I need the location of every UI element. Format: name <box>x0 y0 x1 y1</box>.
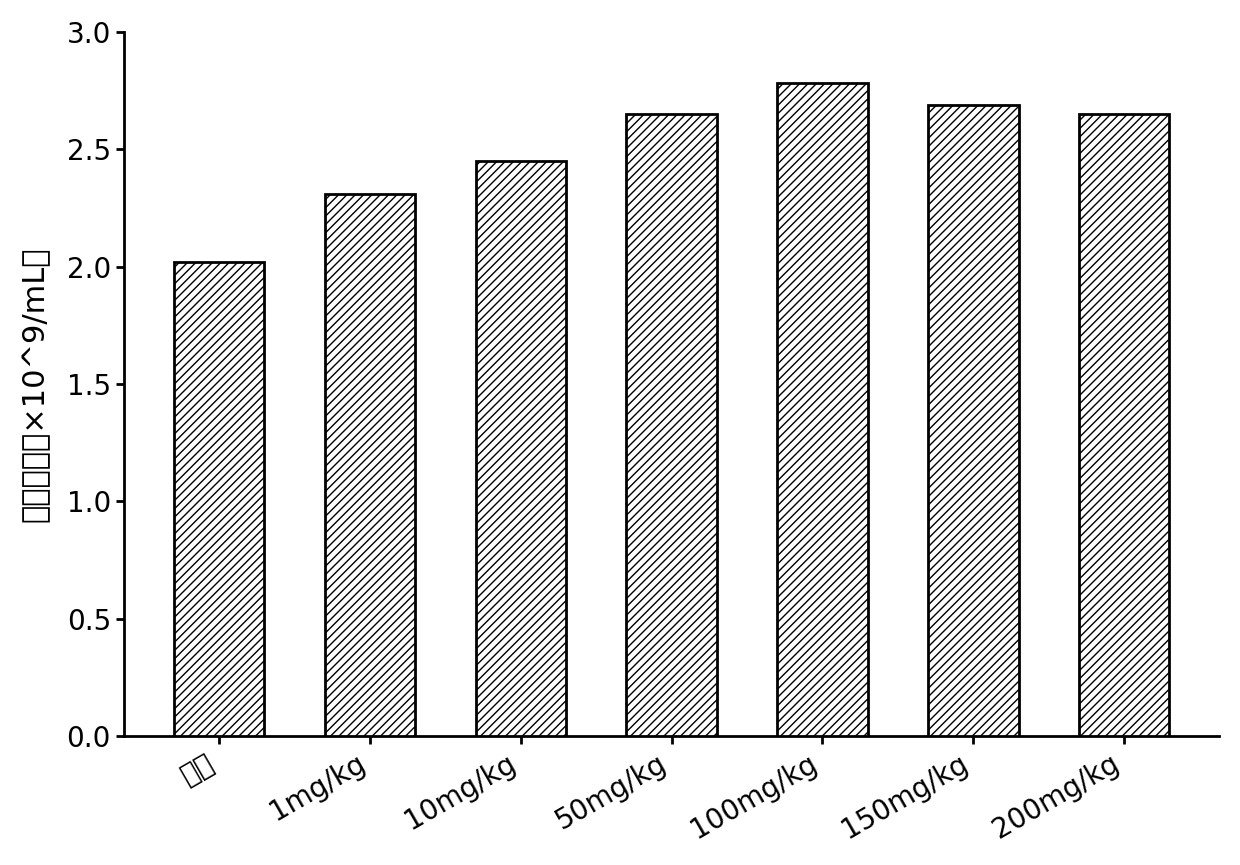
Bar <box>1079 114 1169 736</box>
Bar <box>174 262 264 736</box>
Bar <box>928 105 1018 736</box>
Y-axis label: 精子密度（×10^9/mL）: 精子密度（×10^9/mL） <box>21 247 50 522</box>
Bar <box>777 84 868 736</box>
Bar <box>626 114 717 736</box>
Bar <box>475 161 565 736</box>
Bar <box>325 194 415 736</box>
